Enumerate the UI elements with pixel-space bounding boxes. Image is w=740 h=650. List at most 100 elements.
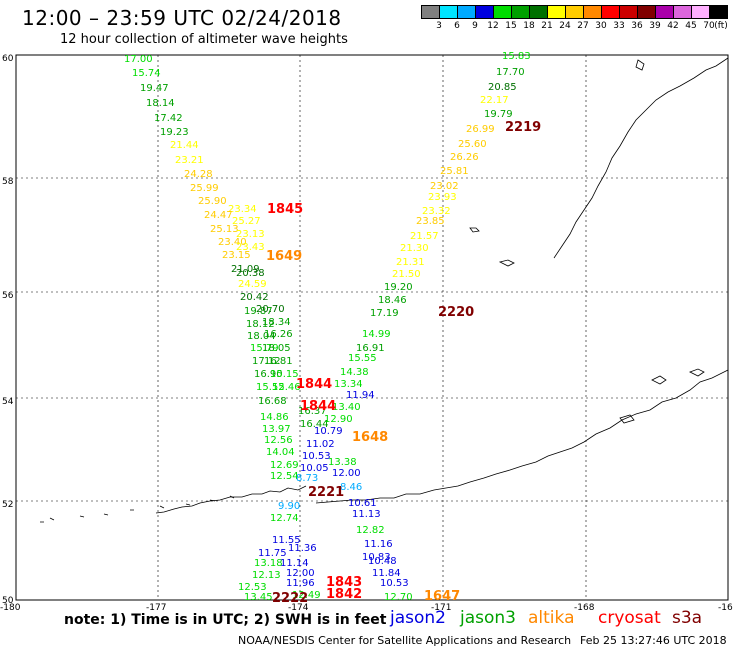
- coastlines: [40, 57, 729, 523]
- satellite-name: cryosat: [598, 608, 661, 628]
- pass-time-label: 1649: [266, 249, 302, 264]
- longitude-label: -180: [0, 603, 21, 613]
- longitude-label: -174: [288, 603, 309, 613]
- satellite-name: jason2: [390, 608, 446, 628]
- wave-height-value: 25.13: [210, 224, 239, 235]
- wave-height-value: 21.30: [400, 243, 429, 254]
- wave-height-value: 23.85: [416, 216, 445, 227]
- wave-height-value: 18.12: [246, 319, 275, 330]
- latitude-label: 58: [2, 177, 14, 187]
- pribilof-islands: [469, 227, 515, 267]
- wave-height-value: 13.40: [332, 402, 361, 413]
- longitude-label: -171: [431, 603, 451, 613]
- peninsula-islands: [619, 368, 705, 424]
- wave-height-value: 18.34: [262, 317, 291, 328]
- wave-height-value: 18.05: [262, 343, 291, 354]
- legend-tick-label: 45: [685, 21, 697, 31]
- wave-height-value: 23.15: [222, 250, 251, 261]
- legend-tick-label: 9: [472, 21, 478, 31]
- wave-height-value: 23.32: [422, 206, 451, 217]
- legend-tick-label: 18: [523, 21, 535, 31]
- wave-height-value: 11.02: [306, 439, 335, 450]
- wave-height-value: 13.49: [0, 0, 29, 3]
- wave-height-value: 15.46: [272, 382, 301, 393]
- map-frame: [15, 54, 729, 601]
- wave-height-value: 19.20: [384, 282, 413, 293]
- wave-height-value: 11.16: [0, 0, 29, 3]
- wave-height-value: 20.42: [240, 292, 269, 303]
- wave-height-value: 17.70: [496, 67, 525, 78]
- wave-height-value: 17.42: [154, 113, 183, 124]
- wave-height-value: 12.54: [270, 471, 299, 482]
- map-title: 12:00 – 23:59 UTC 02/24/2018: [22, 6, 342, 30]
- satellite-name: jason3: [460, 608, 516, 628]
- pass-time-label: 2222: [272, 591, 308, 606]
- legend-tick-label: 24: [559, 21, 571, 31]
- wave-height-value: 20.38: [236, 268, 265, 279]
- credit-line: NOAA/NESDIS Center for Satellite Applica…: [238, 634, 572, 647]
- legend-tick-label: 36: [631, 21, 643, 31]
- wave-height-value: 16.91: [356, 343, 385, 354]
- pass-time-label: 1844: [300, 399, 336, 414]
- wave-height-value: 13.45: [244, 592, 273, 603]
- wave-height-value: 12.49: [292, 590, 321, 601]
- wave-height-value: 13.97: [262, 424, 291, 435]
- map-subtitle: 12 hour collection of altimeter wave hei…: [60, 32, 348, 47]
- wave-height-value: 23.40: [218, 237, 247, 248]
- pass-time-label: 1844: [296, 377, 332, 392]
- alaska-peninsula-coast: [433, 369, 729, 491]
- pass-time-labels: 1845 1649 2219 2220 1844 1844 1648 2221 18431842…: [266, 120, 541, 606]
- wave-height-value: 22.17: [480, 95, 509, 106]
- wave-height-value: 17.00: [124, 54, 153, 65]
- pass-time-label: 1845: [267, 202, 303, 217]
- pass-time-label: 1843: [326, 575, 362, 590]
- wave-height-value: 11.16: [364, 539, 393, 550]
- wave-height-value: 12.90: [324, 414, 353, 425]
- wave-height-value: 13.38: [328, 457, 357, 468]
- wave-height-value: 10.05: [300, 463, 329, 474]
- legend-tick-label: 70: [703, 21, 715, 31]
- wave-height-value: 15.52: [256, 382, 285, 393]
- pass-time-label: 2220: [438, 305, 474, 320]
- wave-height-value: 12.53: [238, 582, 267, 593]
- latitude-label: 56: [2, 291, 14, 301]
- aleutian-chain-west: [155, 485, 307, 514]
- longitude-label: -168: [574, 603, 595, 613]
- wave-height-value: 20.85: [488, 82, 517, 93]
- satellite-name: s3a: [672, 608, 703, 628]
- wave-height-value: 24.28: [184, 169, 213, 180]
- wave-height-value: 23.34: [228, 204, 257, 215]
- legend-tick-label: 42: [667, 21, 679, 31]
- wave-height-value: 25.99: [190, 183, 219, 194]
- wave-height-value: 18.14: [146, 98, 175, 109]
- wave-height-value: 15.83: [502, 51, 531, 62]
- wave-height-value: 12.69: [270, 460, 299, 471]
- wave-height-value: 10.79: [314, 426, 343, 437]
- satellite-name: altika: [528, 608, 575, 628]
- legend-tick-label: 27: [577, 21, 589, 31]
- st-matthew-island: [635, 59, 645, 71]
- wave-height-value: 25.90: [198, 196, 227, 207]
- longitude-label: -177: [146, 603, 166, 613]
- wave-height-legend: 3 6 9 12 15 18 21 24 27 30 33 36 39 42 45 70 (ft): [421, 5, 728, 33]
- legend-swatch: [709, 5, 728, 19]
- longitude-label: -16: [718, 603, 733, 613]
- wave-height-value: 8.46: [340, 482, 362, 493]
- wave-height-value: 12.70: [384, 592, 413, 603]
- latitude-label: 52: [2, 500, 13, 510]
- wave-height-value: 19.47: [140, 83, 169, 94]
- aleutian-chain-east: [315, 489, 435, 504]
- wave-height-value: 10.83: [362, 552, 391, 563]
- wave-height-value: 11.13: [352, 509, 381, 520]
- wave-height-value: 12.82: [356, 525, 385, 536]
- wave-height-value: 25.60: [458, 139, 487, 150]
- wave-height-value: 23.93: [428, 192, 457, 203]
- wave-height-value: 8.73: [296, 473, 318, 484]
- legend-unit: (ft): [714, 21, 728, 31]
- wave-height-value: 25.81: [440, 166, 469, 177]
- wave-height-value: 15.74: [132, 68, 161, 79]
- mainland-coast-north: [553, 57, 729, 259]
- legend-tick-label: 6: [454, 21, 460, 31]
- wave-height-value: 13.18: [254, 558, 283, 569]
